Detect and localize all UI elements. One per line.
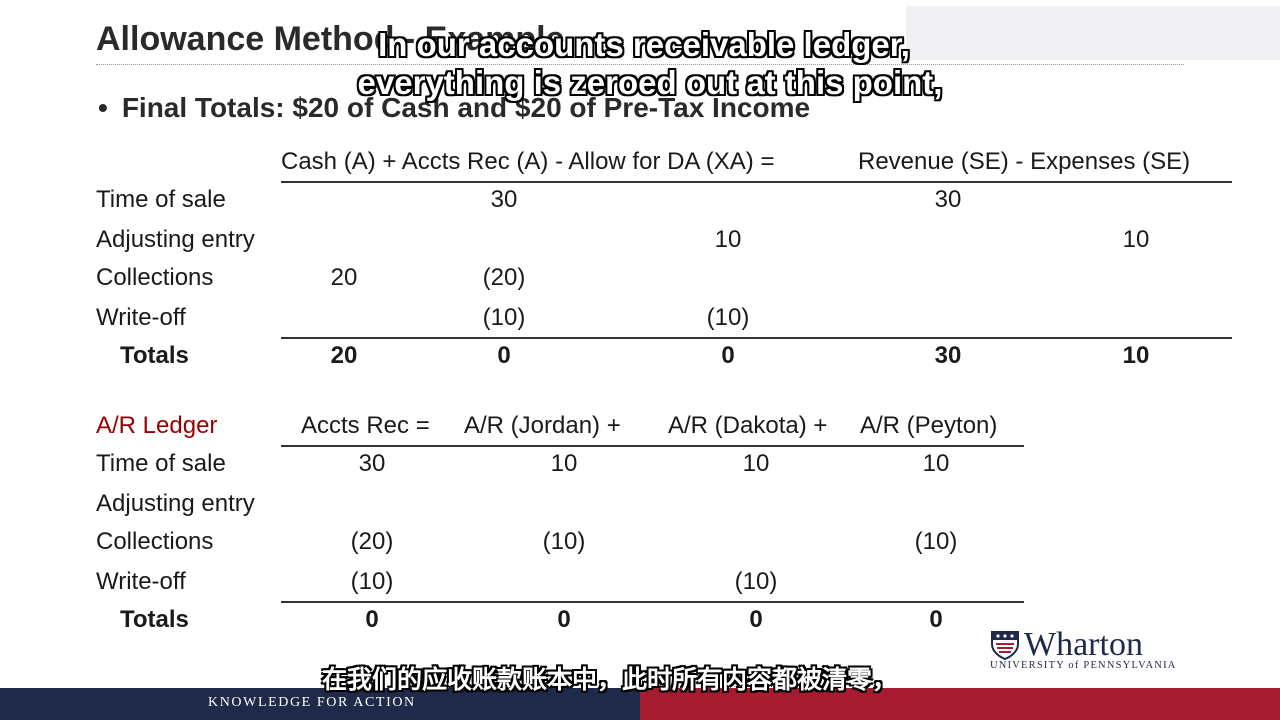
ledger-totals-rule (281, 601, 1024, 603)
total-cell: 0 (557, 606, 571, 633)
row-label: Time of sale (96, 450, 226, 477)
logo-subtitle: UNIVERSITY of PENNSYLVANIA (990, 660, 1177, 671)
cell: 10 (550, 450, 578, 477)
top-overlay-box (906, 6, 1280, 60)
cell: (20) (350, 528, 394, 555)
ledger-header: Accts Rec = (301, 412, 430, 439)
equation-header-right: Revenue (SE) - Expenses (SE) (858, 148, 1191, 175)
total-cell: 30 (934, 342, 962, 369)
cell: 10 (922, 450, 950, 477)
footer-red-band (640, 688, 1280, 720)
cell: 10 (1122, 226, 1150, 253)
bullet-dot: • (98, 92, 108, 123)
row-label: Write-off (96, 304, 186, 331)
row-label: Collections (96, 528, 214, 555)
bullet-text: Final Totals: $20 of Cash and $20 of Pre… (121, 92, 811, 123)
cell: 10 (742, 450, 770, 477)
total-cell: 10 (1122, 342, 1150, 369)
ledger-header: A/R (Jordan) + (464, 412, 621, 439)
wharton-logo: Wharton UNIVERSITY of PENNSYLVANIA (988, 626, 1198, 672)
bullet-final-totals: • Final Totals: $20 of Cash and $20 of Pr… (98, 92, 810, 124)
cell: (10) (542, 528, 586, 555)
equation-header-left: Cash (A) + Accts Rec (A) - Allow for DA … (281, 148, 775, 175)
ar-ledger-label: A/R Ledger (96, 412, 218, 439)
row-label: Time of sale (96, 186, 226, 213)
total-cell: 0 (365, 606, 379, 633)
equation-header-rule (281, 181, 1232, 183)
footer-tagline: KNOWLEDGE FOR ACTION (208, 695, 416, 710)
cell: (10) (734, 568, 778, 595)
total-cell: 0 (721, 342, 735, 369)
penn-shield-icon (991, 631, 1019, 660)
total-cell: 0 (749, 606, 763, 633)
cell: 30 (934, 186, 962, 213)
slide-title: Allowance Method - Example (96, 20, 565, 58)
totals-label: Totals (120, 342, 189, 369)
cell: (20) (482, 264, 526, 291)
ledger-header: A/R (Peyton) (860, 412, 998, 439)
caption-english-line1: In our accounts receivable ledger, (378, 26, 910, 63)
caption-chinese: 在我们的应收账款账本中，此时所有内容都被清零， (322, 666, 898, 694)
cell: 30 (358, 450, 386, 477)
cell: 10 (714, 226, 742, 253)
cell: (10) (706, 304, 750, 331)
totals-label: Totals (120, 606, 189, 633)
ledger-header-rule (281, 445, 1024, 447)
total-cell: 20 (330, 342, 358, 369)
cell: (10) (914, 528, 958, 555)
total-cell: 0 (929, 606, 943, 633)
equation-totals-rule (281, 337, 1232, 339)
cell: 30 (490, 186, 518, 213)
caption-english-line2: everything is zeroed out at this point, (357, 64, 943, 101)
cell: (10) (482, 304, 526, 331)
cell: (10) (350, 568, 394, 595)
title-divider (96, 64, 1184, 65)
row-label: Adjusting entry (96, 226, 255, 253)
cell: 20 (330, 264, 358, 291)
row-label: Adjusting entry (96, 490, 255, 517)
row-label: Write-off (96, 568, 186, 595)
logo-wordmark: Wharton (1024, 626, 1143, 663)
ledger-header: A/R (Dakota) + (668, 412, 828, 439)
total-cell: 0 (497, 342, 511, 369)
row-label: Collections (96, 264, 214, 291)
